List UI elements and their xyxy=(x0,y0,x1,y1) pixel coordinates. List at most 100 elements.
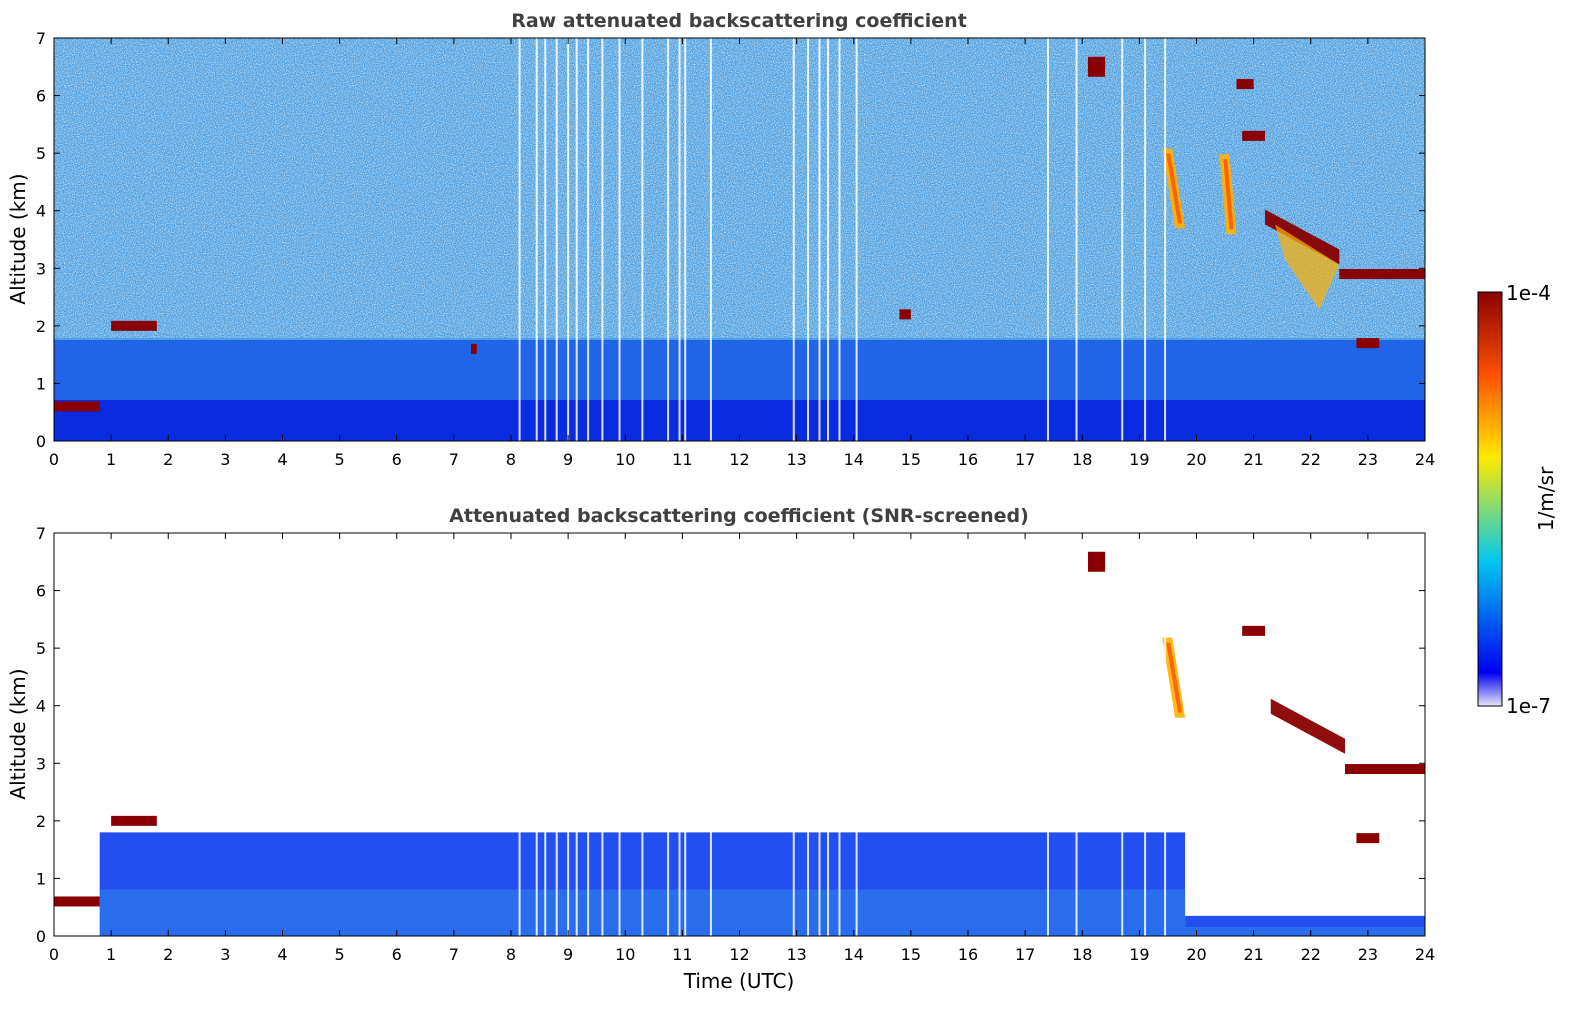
screened-y-tick-label: 5 xyxy=(36,639,46,658)
raw-x-tick-label: 15 xyxy=(901,450,921,469)
raw-x-tick-label: 8 xyxy=(506,450,516,469)
feature-high-cloud xyxy=(1087,551,1106,572)
feature-cloud xyxy=(1242,625,1266,636)
feature-residual-layer-core xyxy=(1185,926,1425,936)
panel-raw-plot xyxy=(54,38,1425,441)
raw-y-tick-label: 7 xyxy=(36,29,46,48)
panel-screened-xlabel: Time (UTC) xyxy=(683,969,795,993)
feature-descending-cloud-fallstreak xyxy=(1275,224,1340,310)
colorbar-gradient xyxy=(1477,291,1503,707)
screened-y-tick-label: 6 xyxy=(36,582,46,601)
screened-x-tick-label: 15 xyxy=(901,945,921,964)
panel-raw-y-axis: 0 1 2 3 4 5 6 7 xyxy=(36,29,1425,451)
feature-precipitation-core xyxy=(1166,153,1183,224)
feature-precipitation-core xyxy=(1223,159,1234,230)
colorbar-min-label: 1e-7 xyxy=(1506,694,1551,718)
screened-x-tick-label: 17 xyxy=(1015,945,1035,964)
feature-cloud-patch xyxy=(899,309,911,320)
raw-x-tick-label: 9 xyxy=(563,450,573,469)
raw-x-tick-label: 12 xyxy=(729,450,749,469)
panel-screened-x-axis: 0 1 2 3 4 5 6 7 8 9 10 11 12 13 14 15 16 17 18 19 20 21 22 23 24 xyxy=(49,533,1435,964)
screened-x-tick-label: 13 xyxy=(786,945,806,964)
raw-y-tick-label: 1 xyxy=(36,374,46,393)
raw-x-tick-label: 7 xyxy=(449,450,459,469)
colorbar-max-label: 1e-4 xyxy=(1506,281,1551,305)
colorbar: 1e-4 1e-7 1/m/sr xyxy=(1477,281,1558,718)
feature-cloud-layer xyxy=(111,320,157,331)
screened-y-tick-label: 0 xyxy=(36,927,46,946)
raw-x-tick-label: 4 xyxy=(277,450,287,469)
screened-y-tick-label: 1 xyxy=(36,869,46,888)
panel-screened-gaps xyxy=(518,533,1167,936)
screened-y-tick-label: 4 xyxy=(36,697,46,716)
screened-x-tick-label: 10 xyxy=(615,945,635,964)
screened-y-tick-label: 3 xyxy=(36,754,46,773)
raw-x-tick-label: 24 xyxy=(1415,450,1435,469)
raw-x-tick-label: 11 xyxy=(672,450,692,469)
feature-cloud xyxy=(1236,79,1254,90)
screened-x-tick-label: 6 xyxy=(392,945,402,964)
panel-raw-surface-band xyxy=(54,400,1425,441)
panel-raw-x-axis: 0 1 2 3 4 5 6 7 8 9 10 11 12 13 14 15 16 17 18 19 20 21 22 23 24 xyxy=(49,38,1435,469)
screened-x-tick-label: 19 xyxy=(1129,945,1149,964)
screened-x-tick-label: 7 xyxy=(449,945,459,964)
panel-raw: Raw attenuated backscattering coefficien… xyxy=(6,10,1435,469)
panel-raw-features xyxy=(54,56,1425,412)
feature-descending-cloud-layer xyxy=(1265,209,1340,265)
screened-x-tick-label: 21 xyxy=(1243,945,1263,964)
panel-screened-ylabel: Altitude (km) xyxy=(6,668,30,799)
panel-raw-noise xyxy=(54,38,1425,338)
screened-x-tick-label: 23 xyxy=(1358,945,1378,964)
feature-low-cloud-layer xyxy=(54,896,100,907)
screened-x-tick-label: 5 xyxy=(335,945,345,964)
screened-x-tick-label: 12 xyxy=(729,945,749,964)
raw-x-tick-label: 1 xyxy=(106,450,116,469)
screened-x-tick-label: 20 xyxy=(1186,945,1206,964)
raw-x-tick-label: 2 xyxy=(163,450,173,469)
feature-high-cloud xyxy=(1087,56,1106,77)
panel-screened-title: Attenuated backscattering coefficient (S… xyxy=(449,505,1029,527)
panel-screened-y-axis: 0 1 2 3 4 5 6 7 xyxy=(36,524,1425,946)
raw-x-tick-label: 5 xyxy=(335,450,345,469)
raw-x-tick-label: 21 xyxy=(1243,450,1263,469)
raw-y-tick-label: 6 xyxy=(36,87,46,106)
raw-x-tick-label: 14 xyxy=(844,450,864,469)
screened-x-tick-label: 0 xyxy=(49,945,59,964)
feature-cloud-patch xyxy=(471,343,477,354)
screened-x-tick-label: 8 xyxy=(506,945,516,964)
raw-y-tick-label: 4 xyxy=(36,202,46,221)
raw-y-tick-label: 2 xyxy=(36,317,46,336)
panel-raw-gaps xyxy=(518,38,1167,441)
raw-x-tick-label: 23 xyxy=(1358,450,1378,469)
feature-cloud-layer xyxy=(1345,764,1425,775)
screened-x-tick-label: 9 xyxy=(563,945,573,964)
screened-x-tick-label: 24 xyxy=(1415,945,1435,964)
raw-x-tick-label: 6 xyxy=(392,450,402,469)
screened-x-tick-label: 2 xyxy=(163,945,173,964)
raw-x-tick-label: 13 xyxy=(786,450,806,469)
raw-y-tick-label: 3 xyxy=(36,259,46,278)
feature-precipitation-core xyxy=(1166,642,1183,713)
feature-cloud-layer xyxy=(1339,269,1425,280)
panel-screened: Attenuated backscattering coefficient (S… xyxy=(6,505,1435,993)
raw-x-tick-label: 16 xyxy=(958,450,978,469)
raw-x-tick-label: 22 xyxy=(1301,450,1321,469)
raw-x-tick-label: 0 xyxy=(49,450,59,469)
screened-x-tick-label: 14 xyxy=(844,945,864,964)
feature-cloud-layer xyxy=(1356,833,1380,844)
screened-x-tick-label: 1 xyxy=(106,945,116,964)
raw-x-tick-label: 20 xyxy=(1186,450,1206,469)
raw-x-tick-label: 3 xyxy=(220,450,230,469)
panel-raw-title: Raw attenuated backscattering coefficien… xyxy=(511,10,967,32)
screened-x-tick-label: 18 xyxy=(1072,945,1092,964)
raw-x-tick-label: 10 xyxy=(615,450,635,469)
screened-x-tick-label: 11 xyxy=(672,945,692,964)
screened-x-tick-label: 3 xyxy=(220,945,230,964)
screened-x-tick-label: 4 xyxy=(277,945,287,964)
feature-low-cloud-layer xyxy=(54,401,100,412)
screened-y-tick-label: 2 xyxy=(36,812,46,831)
screened-y-tick-label: 7 xyxy=(36,524,46,543)
feature-cloud-layer xyxy=(111,815,157,826)
feature-descending-cloud-layer xyxy=(1270,698,1346,754)
